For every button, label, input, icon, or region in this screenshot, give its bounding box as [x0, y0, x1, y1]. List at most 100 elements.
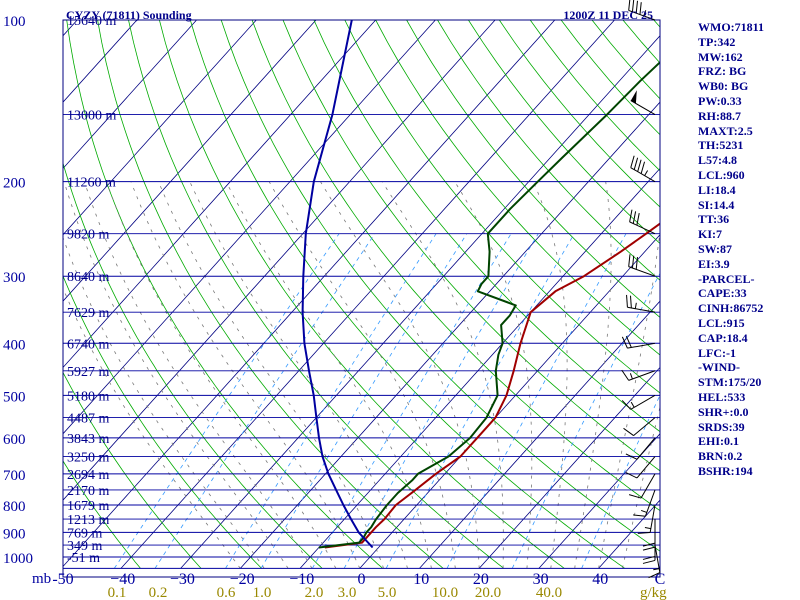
- temperature-profile-line: [324, 222, 660, 549]
- pressure-tick-label: 500: [3, 389, 26, 405]
- index-value: STM:175/20: [698, 375, 762, 390]
- wind-barb: [637, 504, 656, 534]
- index-value: WB0: BG: [698, 79, 749, 94]
- dry-adiabat-line: [406, 20, 660, 318]
- moist-adiabat-line: [130, 181, 361, 569]
- height-label: 9820 m: [67, 228, 110, 243]
- dry-adiabat-line: [63, 275, 262, 569]
- isotherm-line: [63, 20, 496, 501]
- mixing-ratio-line: [113, 233, 340, 569]
- wind-barb: [621, 394, 656, 410]
- height-label: 8640 m: [67, 270, 110, 285]
- isotherm-line: [63, 20, 317, 302]
- index-value: MAXT:2.5: [698, 123, 753, 138]
- height-label: 5927 m: [67, 365, 110, 380]
- pressure-axis-label: mb: [32, 571, 51, 587]
- isotherm-line: [63, 20, 556, 568]
- pressure-tick-label: 700: [3, 468, 26, 484]
- pressure-tick-label: 1000: [3, 551, 33, 567]
- isotherm-line: [180, 35, 660, 569]
- dry-adiabat-line: [344, 20, 660, 394]
- wind-barb: [625, 456, 656, 479]
- index-value: MW:162: [698, 49, 743, 64]
- temperature-tick-label: 0: [358, 571, 366, 588]
- isotherm-line: [478, 366, 660, 569]
- mixing-ratio-label: 2.0: [305, 585, 324, 600]
- mixing-ratio-line: [446, 233, 627, 569]
- wind-barb: [629, 209, 656, 235]
- moist-adiabat-line: [106, 181, 337, 569]
- dry-adiabat-line: [189, 20, 626, 569]
- height-label: 5180 m: [67, 389, 110, 404]
- wind-barb: [623, 417, 656, 436]
- index-value: LCL:960: [698, 167, 745, 182]
- mixing-ratio-units: g/kg: [640, 585, 667, 600]
- temperature-tick-label: −20: [230, 571, 255, 588]
- wind-barb: [621, 335, 656, 349]
- isotherm-line: [359, 234, 660, 569]
- index-value: WMO:71811: [698, 20, 764, 34]
- isotherm-line: [63, 20, 257, 236]
- wind-barb: [628, 254, 656, 277]
- pressure-tick-label: 800: [3, 499, 26, 515]
- isotherm-line: [63, 20, 197, 170]
- dry-adiabat-line: [251, 20, 660, 512]
- moist-adiabat-line: [454, 181, 533, 569]
- temperature-tick-label: −10: [289, 571, 314, 588]
- index-value: SRDS:39: [698, 419, 745, 434]
- dry-adiabat-line: [63, 371, 202, 569]
- temperature-tick-label: −30: [170, 571, 195, 588]
- chart-title: CYZY (71811) Sounding: [66, 8, 192, 22]
- isotherm-line: [63, 20, 376, 369]
- wind-barb: [633, 489, 656, 517]
- index-value: CAPE:33: [698, 286, 747, 301]
- plot-area: [63, 20, 660, 577]
- parcel-path-line: [301, 20, 374, 549]
- dry-adiabat-line: [63, 460, 141, 569]
- dry-adiabat-line: [128, 20, 505, 569]
- index-value: L57:4.8: [698, 153, 737, 168]
- chart-subtitle: 1200Z 11 DEC 25: [563, 8, 653, 22]
- index-value: -WIND-: [698, 360, 740, 375]
- pressure-tick-label: 600: [3, 432, 26, 448]
- wind-barb: [628, 0, 656, 21]
- index-value: BSHR:194: [698, 463, 753, 478]
- isotherm-line: [538, 433, 660, 569]
- height-label: -51 m: [67, 551, 100, 566]
- mixing-ratio-label: 1.0: [253, 585, 272, 600]
- index-value: EI:3.9: [698, 256, 730, 271]
- temperature-tick-label: 40: [592, 571, 608, 588]
- mixing-ratio-label: 40.0: [536, 585, 562, 600]
- wind-barb: [630, 90, 656, 115]
- isotherm-line: [0, 20, 18, 568]
- dry-adiabat-line: [66, 20, 383, 569]
- index-value: HEL:533: [698, 389, 746, 404]
- height-label: 13000 m: [67, 109, 117, 124]
- dry-adiabat-line: [468, 20, 660, 244]
- dry-adiabat-line: [220, 20, 660, 552]
- temperature-tick-label: −40: [110, 571, 135, 588]
- height-label: 349 m: [67, 539, 103, 554]
- index-value: SHR+:0.0: [698, 404, 749, 419]
- index-value: TH:5231: [698, 138, 744, 153]
- temperature-tick-label: 30: [533, 571, 549, 588]
- plot-frame: [62, 19, 661, 578]
- mixing-ratio-label: 20.0: [475, 585, 501, 600]
- index-value: CINH:86752: [698, 301, 764, 316]
- mixing-ratio-line: [511, 272, 660, 569]
- height-label: 2170 m: [67, 484, 110, 499]
- index-value: PW:0.33: [698, 93, 742, 108]
- index-value: FRZ: BG: [698, 64, 747, 79]
- index-value: CAP:18.4: [698, 330, 748, 345]
- index-value: RH:88.7: [698, 108, 741, 123]
- height-label: 15640 m: [67, 14, 117, 29]
- wind-barb: [628, 473, 656, 499]
- temperature-tick-label: -50: [52, 571, 73, 588]
- dry-adiabat-line: [282, 20, 660, 472]
- dry-adiabat-line: [159, 20, 565, 569]
- pressure-tick-label: 400: [3, 337, 26, 353]
- mixing-ratio-label: 0.2: [149, 585, 168, 600]
- index-value: -PARCEL-: [698, 271, 755, 286]
- height-label: 6740 m: [67, 337, 110, 352]
